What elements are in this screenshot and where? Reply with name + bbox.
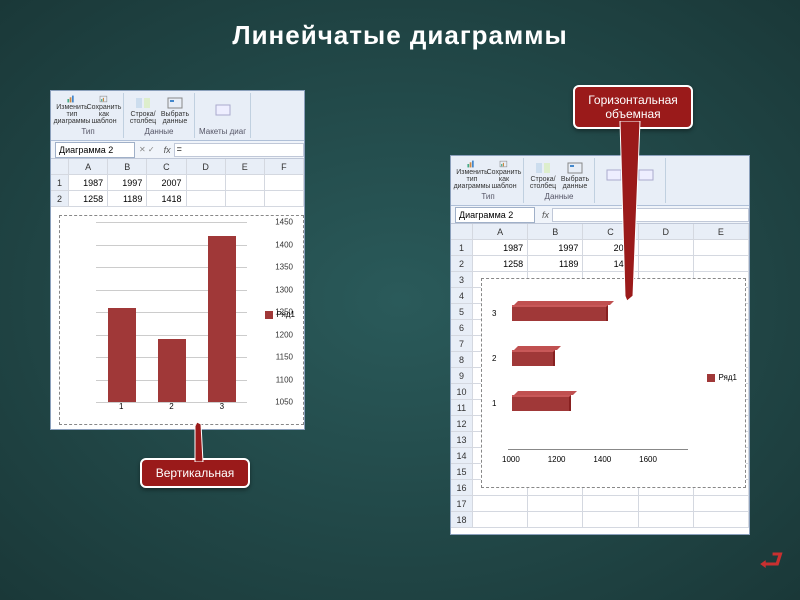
y-tick: 1350 [275, 263, 293, 272]
formula-input[interactable] [552, 208, 749, 222]
y-tick: 1100 [276, 375, 293, 384]
ribbon-group-data: Строка/столбец Выбрать данные Данные [524, 158, 595, 203]
callout-horizontal: Горизонтальная объемная [573, 85, 693, 129]
ribbon: Изменить тип диаграммы Сохранить как шаб… [451, 156, 749, 206]
row-header[interactable]: 11 [451, 400, 473, 416]
row-header[interactable]: 17 [451, 496, 473, 512]
row-header[interactable]: 4 [451, 288, 473, 304]
y-category: 2 [492, 354, 496, 363]
y-category: 1 [492, 399, 496, 408]
ribbon: Изменить тип диаграммы Сохранить как шаб… [51, 91, 304, 141]
slide-title: Линейчатые диаграммы [0, 0, 800, 61]
x-tick: 1600 [639, 455, 657, 464]
switch-rowcol-button[interactable]: Строка/столбец [128, 95, 158, 125]
x-tick: 1000 [502, 455, 520, 464]
change-chart-type-button[interactable]: Изменить тип диаграммы [57, 95, 87, 125]
row-header[interactable]: 16 [451, 480, 473, 496]
x-tick: 1200 [548, 455, 566, 464]
row-header[interactable]: 12 [451, 416, 473, 432]
bar [512, 350, 555, 366]
y-tick: 1150 [276, 353, 293, 362]
row-header[interactable]: 14 [451, 448, 473, 464]
x-label: 2 [146, 402, 196, 418]
row-header[interactable]: 6 [451, 320, 473, 336]
row-header[interactable]: 10 [451, 384, 473, 400]
ribbon-group-layouts: Макеты диаг [195, 93, 251, 138]
bar [512, 395, 571, 411]
save-template-button[interactable]: Сохранить как шаблон [489, 160, 519, 190]
fx-icon[interactable]: fx [164, 145, 171, 155]
y-tick: 1300 [275, 285, 293, 294]
cell-ops-icons[interactable]: ✕ ✓ [139, 145, 155, 154]
ribbon-group-type: Изменить тип диаграммы Сохранить как шаб… [453, 158, 524, 203]
spreadsheet-grid[interactable]: A B C D E F 1 1987 1997 2007 2 1258 1189… [51, 159, 304, 207]
bar [108, 308, 136, 402]
ribbon-group-data: Строка/столбец Выбрать данные Данные [124, 93, 195, 138]
y-category: 3 [492, 309, 496, 318]
fx-icon[interactable]: fx [542, 210, 549, 220]
vertical-bar-chart[interactable]: 105011001150120012501300135014001450123Р… [59, 215, 304, 425]
select-data-button[interactable]: Выбрать данные [160, 95, 190, 125]
y-tick: 1050 [275, 398, 293, 407]
formula-bar: Диаграмма 2 ✕ ✓ fx = [51, 141, 304, 159]
legend: Ряд1 [707, 373, 737, 382]
next-slide-arrow[interactable]: ⮐ [759, 540, 784, 588]
bar [208, 236, 236, 402]
name-box[interactable]: Диаграмма 2 [55, 142, 135, 158]
bar [512, 305, 608, 321]
x-label: 1 [96, 402, 146, 418]
excel-window-right: Изменить тип диаграммы Сохранить как шаб… [450, 155, 750, 535]
row-header[interactable]: 8 [451, 352, 473, 368]
x-label: 3 [197, 402, 247, 418]
row-header[interactable]: 9 [451, 368, 473, 384]
row-header[interactable]: 13 [451, 432, 473, 448]
callout-vertical: Вертикальная [140, 458, 250, 488]
bar [158, 339, 186, 402]
row-header[interactable]: 3 [451, 272, 473, 288]
row-header[interactable]: 18 [451, 512, 473, 528]
formula-input[interactable]: = [174, 143, 304, 157]
y-tick: 1450 [275, 218, 293, 227]
excel-window-left: Изменить тип диаграммы Сохранить как шаб… [50, 90, 305, 430]
row-header[interactable]: 7 [451, 336, 473, 352]
switch-rowcol-button[interactable]: Строка/столбец [528, 160, 558, 190]
y-tick: 1200 [275, 330, 293, 339]
change-chart-type-button[interactable]: Изменить тип диаграммы [457, 160, 487, 190]
horizontal-bar-chart[interactable]: 3 2 1 1000 1200 1400 1600 Ряд1 [481, 278, 746, 488]
row-header[interactable]: 15 [451, 464, 473, 480]
ribbon-group-type: Изменить тип диаграммы Сохранить как шаб… [53, 93, 124, 138]
layout-button[interactable] [208, 95, 238, 125]
formula-bar: Диаграмма 2 fx [451, 206, 749, 224]
select-data-button[interactable]: Выбрать данные [560, 160, 590, 190]
y-tick: 1400 [275, 240, 293, 249]
save-template-button[interactable]: Сохранить как шаблон [89, 95, 119, 125]
name-box[interactable]: Диаграмма 2 [455, 207, 535, 223]
row-header[interactable]: 5 [451, 304, 473, 320]
spreadsheet-grid[interactable]: A B C D E 1 1987 1997 2007 2 1258 1189 1… [451, 224, 749, 272]
x-tick: 1400 [593, 455, 611, 464]
legend: Ряд1 [265, 310, 295, 319]
